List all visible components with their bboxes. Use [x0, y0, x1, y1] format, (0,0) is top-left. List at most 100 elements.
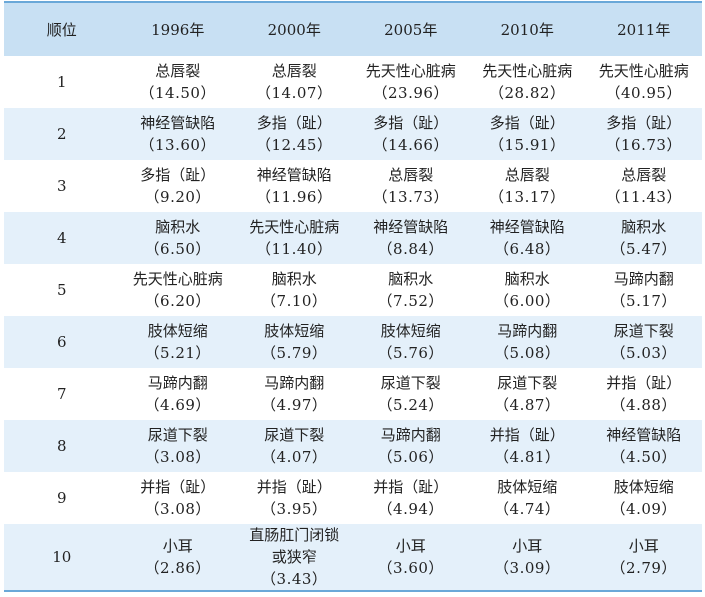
defect-name: 马蹄内翻 — [380, 426, 441, 444]
table-cell: 多指（趾） （14.66） — [352, 108, 469, 160]
defect-rate: （4.50） — [610, 448, 677, 466]
table-cell: 总唇裂 （13.73） — [352, 160, 469, 212]
table-cell: 神经管缺陷 （8.84） — [352, 212, 469, 264]
defect-name: 尿道下裂 — [380, 374, 441, 392]
table-row: 6 肢体短缩 （5.21） 肢体短缩 （5.79） 肢体短缩 （5.76） 马蹄内翻 （5.08… — [4, 316, 702, 368]
defect-name: 肢体短缩 — [613, 478, 674, 496]
defect-rate: （3.95） — [261, 500, 328, 518]
defect-rate: （13.73） — [372, 188, 449, 206]
defect-rate: （2.86） — [144, 559, 211, 577]
rank-cell: 8 — [56, 437, 67, 455]
defect-rate: （6.20） — [144, 292, 211, 310]
defect-name: 尿道下裂 — [264, 426, 325, 444]
defect-rate: （5.79） — [261, 344, 328, 362]
defect-rate: （5.21） — [144, 344, 211, 362]
defect-name: 脑积水 — [504, 270, 550, 288]
header-year-2000: 2000年 — [235, 1, 353, 56]
table-cell: 肢体短缩 （5.76） — [352, 316, 469, 368]
defect-name: 先天性心脏病 — [598, 62, 689, 80]
defect-name: 多指（趾） — [256, 114, 332, 132]
table-cell: 脑积水 （7.10） — [236, 264, 353, 316]
defect-name: 脑积水 — [155, 218, 201, 236]
defect-rate: （3.08） — [144, 500, 211, 518]
rank-cell: 9 — [56, 489, 67, 507]
defect-name: 先天性心脏病 — [482, 62, 573, 80]
table-row: 4 脑积水 （6.50） 先天性心脏病 （11.40） 神经管缺陷 （8.84） 神经管缺陷 （… — [4, 212, 702, 264]
defect-rate: （13.17） — [489, 188, 566, 206]
table-row: 8 尿道下裂 （3.08） 尿道下裂 （4.07） 马蹄内翻 （5.06） 并指（趾） （4.8… — [4, 420, 702, 472]
rank-cell: 3 — [56, 177, 67, 195]
defect-name: 总唇裂 — [155, 62, 201, 80]
defect-rate: （11.96） — [256, 188, 333, 206]
defect-rate: （11.43） — [605, 188, 682, 206]
table-cell: 马蹄内翻 （5.08） — [469, 316, 586, 368]
table-row: 9 并指（趾） （3.08） 并指（趾） （3.95） 并指（趾） （4.94） 肢体短缩 （4… — [4, 472, 702, 524]
defect-name: 肢体短缩 — [264, 322, 325, 340]
defect-rate: （14.07） — [256, 84, 333, 102]
defect-name: 神经管缺陷 — [489, 218, 565, 236]
table-cell: 小耳 （2.86） — [119, 524, 236, 592]
table-cell: 先天性心脏病 （28.82） — [469, 56, 586, 108]
rank-cell: 10 — [4, 524, 120, 592]
table-cell: 总唇裂 （11.43） — [585, 160, 702, 212]
defect-rate: （4.97） — [261, 396, 328, 414]
table-cell: 先天性心脏病 （40.95） — [585, 56, 702, 108]
table-cell: 总唇裂 （14.07） — [236, 56, 353, 108]
defect-rate: （4.94） — [377, 500, 444, 518]
defect-name: 小耳 — [628, 537, 659, 555]
header-row: 顺位 1996年 2000年 2005年 2010年 2011年 — [4, 1, 702, 56]
defect-name: 直肠肛门闭锁或狭窄 — [249, 526, 340, 566]
defect-rate: （14.50） — [139, 84, 216, 102]
table-cell: 神经管缺陷 （11.96） — [236, 160, 353, 212]
ranking-table: 顺位 1996年 2000年 2005年 2010年 2011年 1 总唇裂 （14… — [4, 1, 702, 592]
table-cell: 多指（趾） （16.73） — [585, 108, 702, 160]
defect-rate: （16.73） — [605, 136, 682, 154]
defect-rate: （6.48） — [494, 240, 561, 258]
table-cell: 并指（趾） （4.81） — [469, 420, 586, 472]
table-cell: 总唇裂 （14.50） — [119, 56, 236, 108]
defect-name: 神经管缺陷 — [373, 218, 449, 236]
header-rank: 顺位 — [4, 1, 120, 56]
defect-name: 肢体短缩 — [380, 322, 441, 340]
rank-cell: 4 — [56, 229, 67, 247]
defect-name: 并指（趾） — [373, 478, 449, 496]
defect-rate: （4.81） — [494, 448, 561, 466]
defect-name: 多指（趾） — [373, 114, 449, 132]
table-row: 3 多指（趾） （9.20） 神经管缺陷 （11.96） 总唇裂 （13.73） 总唇裂 （13… — [4, 160, 702, 212]
defect-rate: （14.66） — [372, 136, 449, 154]
defect-rate: （3.43） — [261, 570, 328, 588]
table-cell: 先天性心脏病 （11.40） — [236, 212, 353, 264]
defect-rate: （7.52） — [377, 292, 444, 310]
defect-name: 肢体短缩 — [147, 322, 208, 340]
defect-name: 尿道下裂 — [613, 322, 674, 340]
defect-name: 尿道下裂 — [147, 426, 208, 444]
defect-rate: （40.95） — [605, 84, 682, 102]
table-cell: 直肠肛门闭锁或狭窄 （3.43） — [235, 524, 353, 592]
defect-rate: （9.20） — [144, 188, 211, 206]
defect-name: 肢体短缩 — [497, 478, 558, 496]
table-row: 5 先天性心脏病 （6.20） 脑积水 （7.10） 脑积水 （7.52） 脑积水 （6.00）… — [4, 264, 702, 316]
header-year-2005: 2005年 — [352, 1, 469, 56]
defect-name: 总唇裂 — [621, 166, 667, 184]
table-cell: 多指（趾） （12.45） — [236, 108, 353, 160]
defect-rate: （12.45） — [256, 136, 333, 154]
defect-name: 马蹄内翻 — [264, 374, 325, 392]
defect-rate: （5.76） — [377, 344, 444, 362]
defect-name: 总唇裂 — [388, 166, 434, 184]
defect-name: 先天性心脏病 — [365, 62, 456, 80]
rank-cell: 1 — [56, 73, 67, 91]
defect-rate: （7.10） — [261, 292, 328, 310]
rank-cell: 6 — [56, 333, 67, 351]
defect-name: 小耳 — [162, 537, 193, 555]
defect-rate: （5.47） — [610, 240, 677, 258]
table-cell: 马蹄内翻 （4.69） — [119, 368, 236, 420]
table-cell: 总唇裂 （13.17） — [469, 160, 586, 212]
table-cell: 尿道下裂 （4.07） — [236, 420, 353, 472]
table-cell: 小耳 （3.09） — [468, 524, 586, 592]
defect-rate: （15.91） — [489, 136, 566, 154]
table-cell: 肢体短缩 （4.09） — [585, 472, 702, 524]
defect-rate: （5.06） — [377, 448, 444, 466]
defect-name: 马蹄内翻 — [613, 270, 674, 288]
table-cell: 尿道下裂 （4.87） — [469, 368, 586, 420]
table-cell: 马蹄内翻 （5.06） — [352, 420, 469, 472]
